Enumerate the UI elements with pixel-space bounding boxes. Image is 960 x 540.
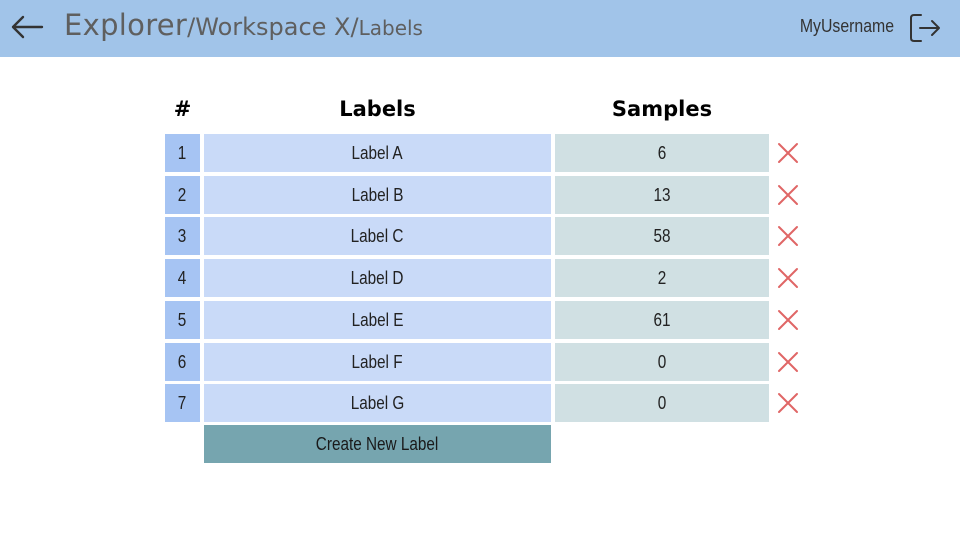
row-index-text: 4 bbox=[178, 267, 187, 288]
label-name-cell-text: Label D bbox=[351, 267, 404, 288]
label-name-cell[interactable]: Label E bbox=[204, 301, 551, 339]
column-header-index: # bbox=[173, 97, 192, 121]
close-icon bbox=[778, 310, 798, 330]
samples-count-cell: 0 bbox=[555, 384, 769, 422]
samples-count-cell-text: 13 bbox=[653, 184, 671, 205]
column-header-labels: Labels bbox=[339, 97, 416, 121]
label-name-cell-text: Label E bbox=[351, 309, 404, 330]
row-index-text: 6 bbox=[178, 351, 187, 372]
breadcrumb-workspace[interactable]: Workspace X bbox=[195, 13, 351, 41]
samples-count-cell: 2 bbox=[555, 259, 769, 297]
delete-label-button[interactable] bbox=[777, 351, 799, 373]
label-name-cell[interactable]: Label G bbox=[204, 384, 551, 422]
logout-button[interactable] bbox=[908, 12, 942, 44]
row-index: 2 bbox=[165, 176, 200, 214]
close-icon bbox=[778, 268, 798, 288]
label-name-cell-text: Label G bbox=[350, 392, 405, 413]
delete-label-button[interactable] bbox=[777, 184, 799, 206]
breadcrumb: Explorer / Workspace X / Labels bbox=[64, 8, 423, 48]
arrow-left-icon bbox=[11, 15, 44, 39]
row-index: 1 bbox=[165, 134, 200, 172]
delete-label-button[interactable] bbox=[777, 225, 799, 247]
username: MyUsername bbox=[799, 16, 894, 36]
row-index: 4 bbox=[165, 259, 200, 297]
create-new-label-text: Create New Label bbox=[316, 433, 439, 454]
breadcrumb-current: Labels bbox=[358, 16, 423, 40]
samples-count-cell: 6 bbox=[555, 134, 769, 172]
samples-count-cell-text: 0 bbox=[657, 392, 667, 413]
delete-label-button[interactable] bbox=[777, 267, 799, 289]
samples-count-cell-text: 2 bbox=[657, 267, 667, 288]
close-icon bbox=[778, 393, 798, 413]
samples-count-cell: 61 bbox=[555, 301, 769, 339]
samples-count-cell: 13 bbox=[555, 176, 769, 214]
row-index-text: 5 bbox=[178, 309, 187, 330]
row-index-text: 7 bbox=[178, 392, 187, 413]
row-index: 7 bbox=[165, 384, 200, 422]
label-name-cell-text: Label F bbox=[351, 351, 404, 372]
delete-label-button[interactable] bbox=[777, 142, 799, 164]
logout-icon bbox=[910, 14, 940, 42]
samples-count-cell: 0 bbox=[555, 343, 769, 381]
label-name-cell-text: Label C bbox=[351, 225, 404, 246]
samples-count-cell-text: 0 bbox=[657, 351, 667, 372]
samples-count-cell: 58 bbox=[555, 217, 769, 255]
label-name-cell-text: Label A bbox=[351, 142, 404, 163]
column-header-samples: Samples bbox=[611, 97, 713, 121]
row-index-text: 1 bbox=[178, 142, 187, 163]
row-index-text: 3 bbox=[178, 225, 187, 246]
label-name-cell[interactable]: Label A bbox=[204, 134, 551, 172]
label-name-cell[interactable]: Label F bbox=[204, 343, 551, 381]
breadcrumb-separator: / bbox=[350, 13, 359, 41]
row-index-text: 2 bbox=[178, 184, 187, 205]
row-index: 6 bbox=[165, 343, 200, 381]
create-new-label-button[interactable]: Create New Label bbox=[204, 425, 551, 463]
close-icon bbox=[778, 352, 798, 372]
delete-label-button[interactable] bbox=[777, 392, 799, 414]
close-icon bbox=[778, 185, 798, 205]
top-bar: Explorer / Workspace X / Labels MyUserna… bbox=[0, 0, 960, 57]
label-name-cell[interactable]: Label B bbox=[204, 176, 551, 214]
row-index: 3 bbox=[165, 217, 200, 255]
samples-count-cell-text: 58 bbox=[653, 225, 671, 246]
close-icon bbox=[778, 143, 798, 163]
row-index: 5 bbox=[165, 301, 200, 339]
label-name-cell[interactable]: Label D bbox=[204, 259, 551, 297]
close-icon bbox=[778, 226, 798, 246]
samples-count-cell-text: 6 bbox=[657, 142, 667, 163]
breadcrumb-explorer[interactable]: Explorer bbox=[64, 8, 188, 42]
back-button[interactable] bbox=[8, 10, 46, 44]
samples-count-cell-text: 61 bbox=[653, 309, 671, 330]
delete-label-button[interactable] bbox=[777, 309, 799, 331]
label-name-cell-text: Label B bbox=[351, 184, 404, 205]
label-name-cell[interactable]: Label C bbox=[204, 217, 551, 255]
breadcrumb-separator: / bbox=[187, 13, 196, 41]
